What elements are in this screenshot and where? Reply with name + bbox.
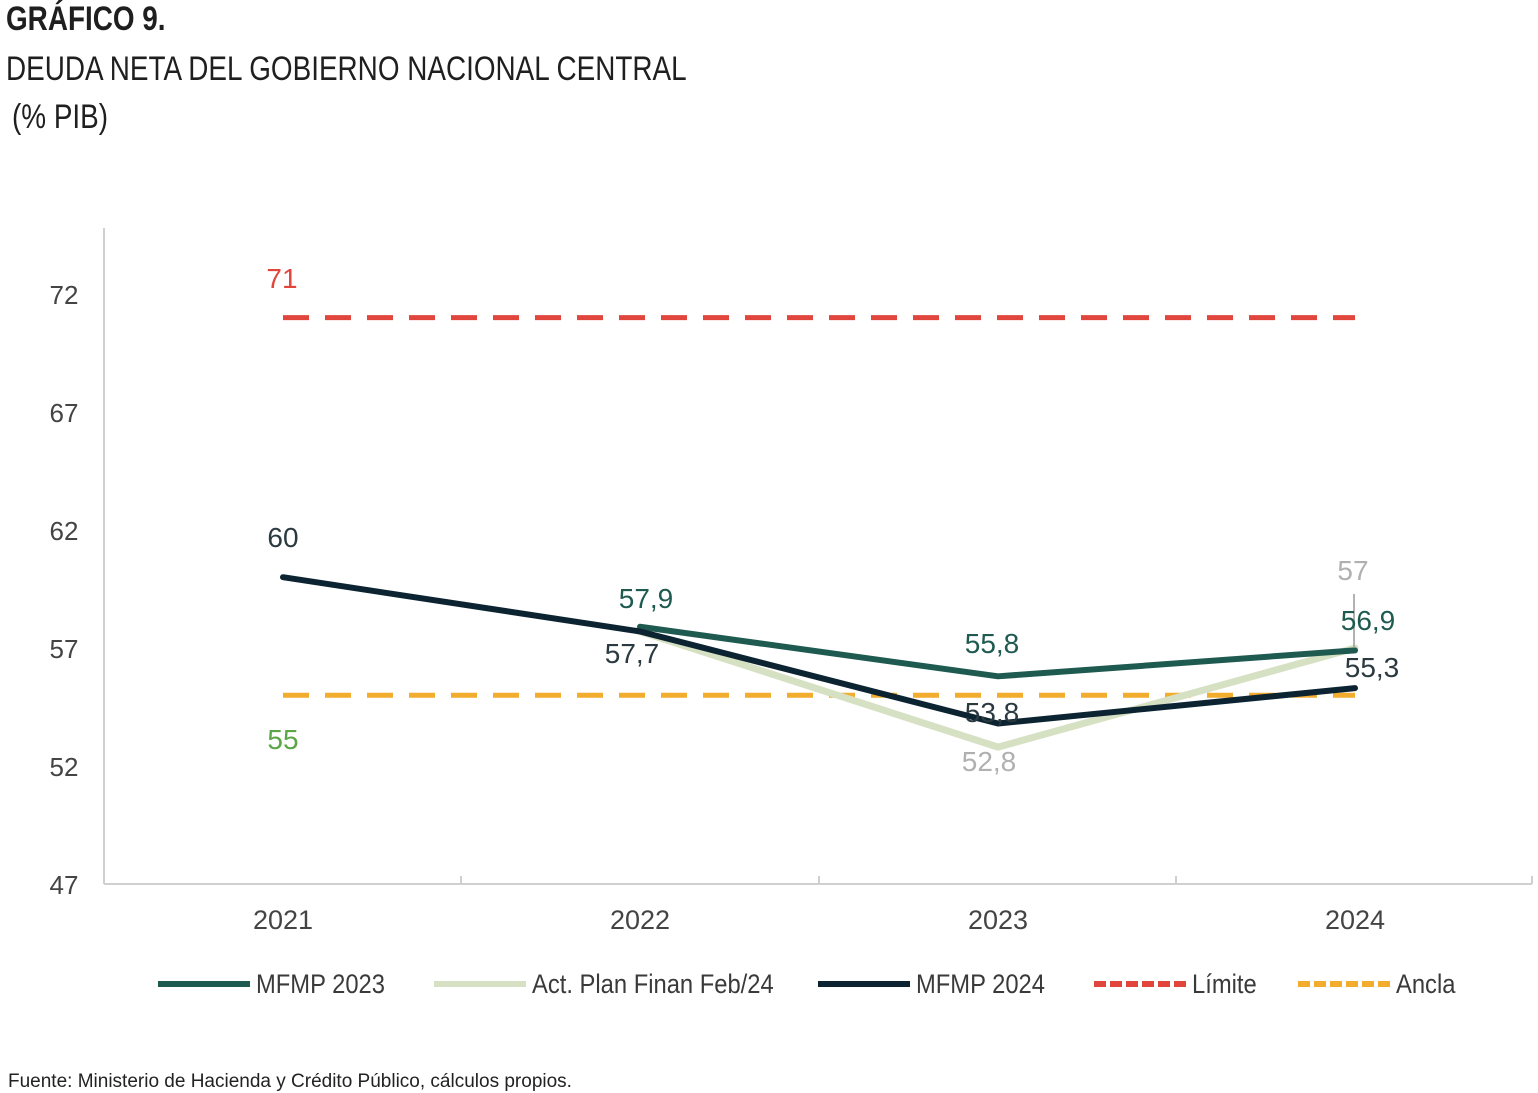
- y-tick-label-52: 52: [50, 752, 79, 782]
- x-tick-label-2021: 2021: [253, 905, 313, 935]
- data-label-limite-2021: 71: [266, 263, 297, 294]
- legend-item-act-plan-finan: Act. Plan Finan Feb/24: [434, 962, 807, 1006]
- legend-item-limite: Límite: [1094, 962, 1266, 1006]
- legend-label-ancla: Ancla: [1396, 968, 1456, 999]
- series-line-act-plan-finan: [636, 627, 1359, 751]
- y-tick-label-67: 67: [50, 398, 79, 428]
- data-label-mfmp-2024-2023: 53,8: [965, 697, 1020, 728]
- x-tick-label-2022: 2022: [610, 905, 670, 935]
- chart-label: GRÁFICO 9.: [6, 0, 166, 38]
- legend-swatch-act-plan-finan: [434, 981, 526, 987]
- legend-swatch-ancla: [1298, 981, 1390, 987]
- legend-item-ancla: Ancla: [1298, 962, 1464, 1006]
- legend-label-act-plan-finan: Act. Plan Finan Feb/24: [532, 968, 774, 999]
- chart-title: DEUDA NETA DEL GOBIERNO NACIONAL CENTRAL: [6, 50, 687, 88]
- legend-item-mfmp-2023: MFMP 2023: [158, 962, 403, 1006]
- legend-label-mfmp-2023: MFMP 2023: [256, 968, 385, 999]
- y-tick-label-47: 47: [50, 870, 79, 900]
- y-tick-label-62: 62: [50, 516, 79, 546]
- series-line-mfmp-2023: [637, 623, 1358, 680]
- data-label-mfmp-2024-2024: 55,3: [1345, 652, 1400, 683]
- legend-swatch-mfmp-2023: [158, 981, 250, 987]
- x-tick-label-2024: 2024: [1325, 905, 1385, 935]
- legend-item-mfmp-2024: MFMP 2024: [818, 962, 1063, 1006]
- data-label-mfmp-2024-2022: 57,7: [605, 638, 660, 669]
- legend-label-mfmp-2024: MFMP 2024: [916, 968, 1045, 999]
- data-label-act-plan-2023: 52,8: [962, 746, 1017, 777]
- y-tick-label-57: 57: [50, 634, 79, 664]
- chart-legend: MFMP 2023 Act. Plan Finan Feb/24 MFMP 20…: [0, 962, 1538, 1006]
- legend-swatch-mfmp-2024: [818, 981, 910, 987]
- data-label-mfmp-2024-2021: 60: [267, 522, 298, 553]
- legend-label-limite: Límite: [1192, 968, 1257, 999]
- y-tick-label-72: 72: [50, 280, 79, 310]
- line-chart: 47 52 57 62 67 72 2021 2022 2023 2024 71 60 55 57,9 57…: [50, 228, 1533, 935]
- source-note: Fuente: Ministerio de Hacienda y Crédito…: [8, 1071, 572, 1092]
- data-label-act-plan-2024: 57: [1337, 555, 1368, 586]
- series-line-mfmp-2024: [280, 574, 1358, 727]
- chart-subtitle: (% PIB): [12, 98, 109, 136]
- data-label-mfmp-2023-2024: 56,9: [1341, 605, 1396, 636]
- data-label-ancla-2021: 55: [267, 724, 298, 755]
- legend-swatch-limite: [1094, 981, 1186, 987]
- x-tick-label-2023: 2023: [968, 905, 1028, 935]
- data-label-mfmp-2023-2023: 55,8: [965, 628, 1020, 659]
- data-label-mfmp-2023-2022: 57,9: [619, 583, 674, 614]
